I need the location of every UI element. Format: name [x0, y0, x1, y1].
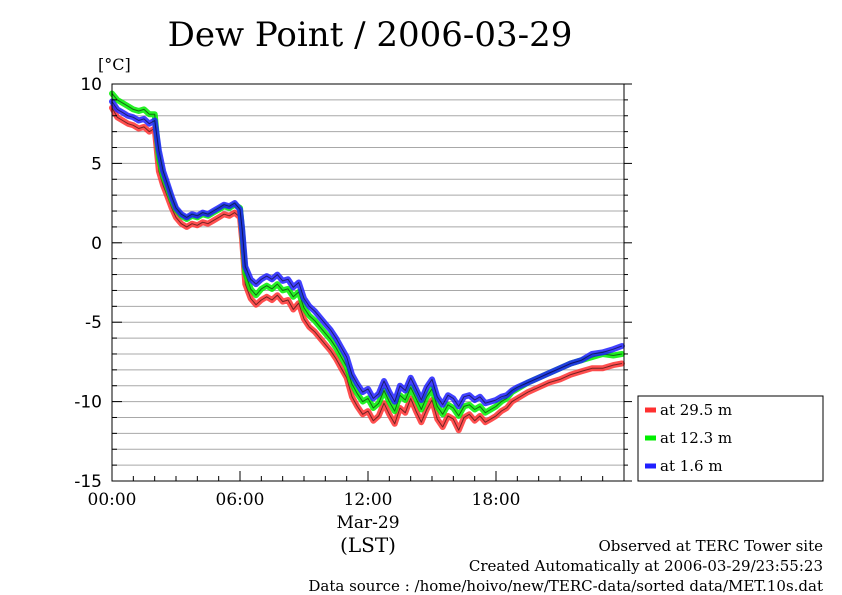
x-axis-label: (LST)	[340, 533, 396, 557]
y-tick-label: -5	[85, 313, 102, 333]
y-tick-label: 5	[91, 154, 102, 174]
legend-label: at 1.6 m	[660, 457, 723, 475]
series-band	[109, 90, 625, 419]
x-tick-label: 00:00	[88, 490, 137, 510]
series-band	[109, 104, 625, 434]
x-tick-label: 06:00	[216, 490, 265, 510]
x-tick-labels: 00:00 06:00 12:00 18:00	[88, 490, 521, 510]
series-line	[111, 107, 622, 431]
y-tick-label: -15	[74, 472, 102, 492]
y-axis-unit: [°C]	[98, 55, 131, 74]
legend-box	[637, 395, 824, 482]
footer-site: Observed at TERC Tower site	[598, 537, 823, 555]
y-tick-labels: 10 5 0 -5 -10 -15	[74, 75, 102, 492]
grid-lines	[112, 99, 624, 466]
y-tick-label: -10	[74, 393, 102, 413]
footer-created: Created Automatically at 2006-03-29/23:5…	[469, 557, 823, 575]
y-tick-label: 0	[91, 234, 102, 254]
series-line	[111, 93, 622, 417]
x-tick-label: 18:00	[472, 490, 521, 510]
legend-label: at 12.3 m	[660, 429, 732, 447]
footer-source: Data source : /home/hoivo/new/TERC-data/…	[308, 577, 823, 595]
series-line	[111, 101, 623, 407]
axis-ticks	[111, 83, 632, 482]
y-tick-label: 10	[80, 75, 102, 95]
series-layer	[109, 90, 625, 434]
chart-title: Dew Point / 2006-03-29	[168, 15, 573, 55]
x-tick-label: 12:00	[344, 490, 393, 510]
legend-label: at 29.5 m	[660, 401, 732, 419]
plot-frame	[111, 83, 625, 482]
legend: at 29.5 m at 12.3 m at 1.6 m	[637, 395, 824, 482]
x-date-label: Mar-29	[336, 513, 399, 533]
